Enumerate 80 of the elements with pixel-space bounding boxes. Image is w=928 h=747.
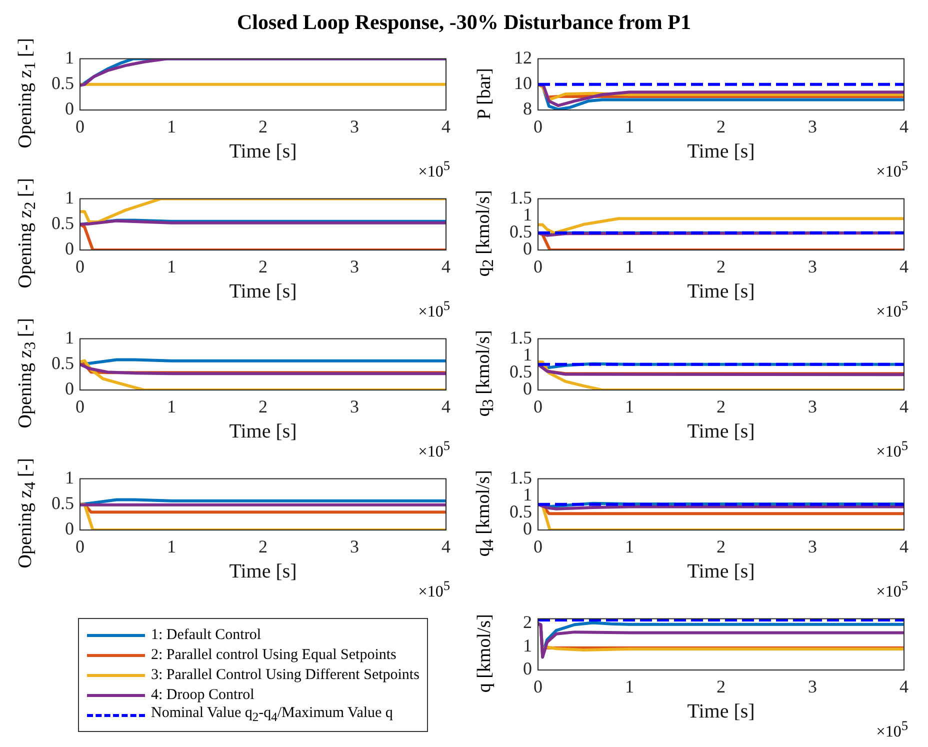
x-tick-label: 3 (350, 116, 359, 137)
x-tick-label: 1 (625, 396, 634, 417)
y-tick-label: 0.5 (52, 213, 74, 234)
y-tick-label: 0.5 (52, 353, 74, 374)
x-tick-label: 1 (167, 256, 176, 277)
x-tick-label: 4 (900, 396, 908, 417)
y-tick-label: 10 (514, 73, 532, 94)
x-axis-title: Time [s] (687, 560, 755, 582)
x-tick-label: 4 (900, 676, 908, 697)
x-tick-label: 1 (167, 116, 176, 137)
x-tick-label: 3 (350, 396, 359, 417)
text: ×10$^{5}$ (418, 158, 450, 182)
legend-label: 2: Parallel control Using Equal Setpoints (151, 646, 396, 664)
y-axis-title: q [kmol/s] (474, 614, 496, 693)
x-tick-label: 4 (442, 396, 450, 417)
y-tick-label: 0 (65, 518, 74, 539)
x-axis-title: Time [s] (229, 420, 297, 442)
x-axis-title: Time [s] (229, 280, 297, 302)
x-tick-label: 2 (716, 396, 726, 417)
legend-label: 1: Default Control (151, 626, 261, 644)
y-tick-label: 0 (65, 378, 74, 399)
text: ×10$^{5}$ (876, 158, 908, 182)
y-tick-label: 8 (523, 98, 532, 119)
x-tick-label: 4 (442, 536, 450, 557)
x-axis-title: Time [s] (687, 420, 755, 442)
x-axis-title: Time [s] (687, 700, 755, 722)
x-tick-label: 2 (258, 396, 268, 417)
x-tick-label: 3 (808, 256, 817, 277)
x-tick-label: 2 (716, 676, 726, 697)
x-tick-label: 2 (716, 256, 726, 277)
text: ×10$^{5}$ (418, 438, 450, 462)
x-tick-label: 4 (900, 116, 908, 137)
x-tick-label: 3 (808, 116, 817, 137)
x-tick-label: 1 (167, 396, 176, 417)
x-tick-label: 1 (625, 536, 634, 557)
text: ×10$^{5}$ (418, 578, 450, 602)
x-axis-title: Time [s] (687, 280, 755, 302)
x-tick-label: 2 (258, 256, 268, 277)
x-tick-label: 1 (625, 256, 634, 277)
text: ×10$^{5}$ (418, 298, 450, 322)
text: ×10$^{5}$ (876, 578, 908, 602)
y-tick-label: 0 (523, 658, 532, 679)
x-tick-label: 3 (350, 256, 359, 277)
x-tick-label: 4 (442, 116, 450, 137)
text: ×10$^{5}$ (876, 718, 908, 741)
x-tick-label: 3 (808, 396, 817, 417)
y-tick-label: 0 (65, 238, 74, 259)
y-tick-label: 2 (523, 612, 532, 632)
y-tick-label: 0 (65, 98, 74, 119)
y-tick-label: 1 (65, 48, 74, 68)
x-tick-label: 3 (808, 536, 817, 557)
text: ×10$^{5}$ (876, 438, 908, 462)
x-tick-label: 3 (808, 676, 817, 697)
y-tick-label: 1 (65, 468, 74, 488)
y-tick-label: 1 (65, 188, 74, 208)
x-tick-label: 3 (350, 536, 359, 557)
x-tick-label: 4 (442, 256, 450, 277)
y-tick-label: 0.5 (52, 73, 74, 94)
y-tick-label: 1 (65, 328, 74, 348)
chart-title: Closed Loop Response, -30% Disturbance from P1 (236, 10, 692, 35)
legend-label: Nominal Value q$_{2}$-q$_{4}$/Maximum Value q (151, 705, 393, 725)
y-tick-label: 1 (523, 635, 532, 656)
text: ×10$^{5}$ (876, 298, 908, 322)
x-axis-title: Time [s] (229, 140, 297, 162)
y-tick-label: 12 (514, 48, 532, 68)
x-tick-label: 1 (167, 536, 176, 557)
y-tick-label: 0.5 (52, 493, 74, 514)
x-tick-label: 1 (625, 116, 634, 137)
x-tick-label: 4 (900, 536, 908, 557)
x-tick-label: 4 (900, 256, 908, 277)
legend-label: 3: Parallel Control Using Different Setpoints (151, 666, 420, 684)
x-axis-title: Time [s] (687, 140, 755, 162)
x-axis-title: Time [s] (229, 560, 297, 582)
x-tick-label: 2 (258, 536, 268, 557)
x-tick-label: 2 (716, 536, 726, 557)
legend-label: 4: Droop Control (151, 686, 254, 704)
x-tick-label: 2 (716, 116, 726, 137)
x-tick-label: 1 (625, 676, 634, 697)
x-tick-label: 2 (258, 116, 268, 137)
y-axis-title: P [bar] (474, 68, 496, 120)
